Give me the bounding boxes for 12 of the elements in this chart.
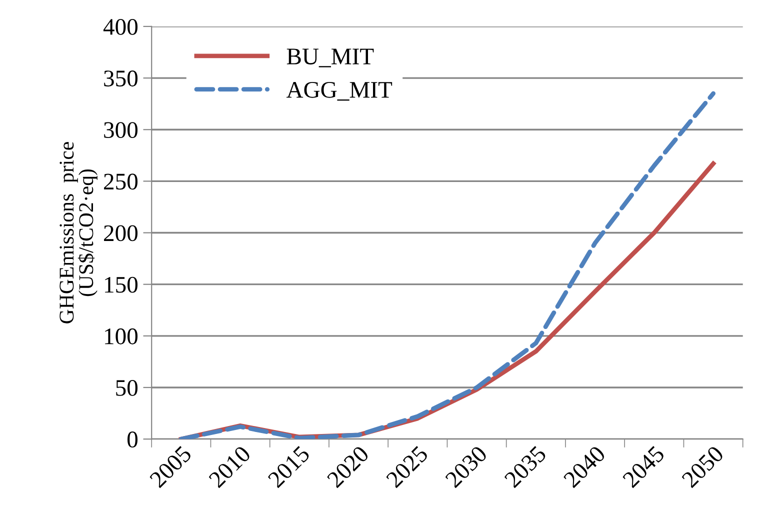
y-tick-label: 150 <box>105 276 138 293</box>
legend-label: BU_MIT <box>286 48 374 68</box>
y-tick-label: 0 <box>128 432 138 448</box>
y-axis-title: GHGEmissions price (US$/tCO2·eq) <box>60 142 98 324</box>
legend-label: AGG_MIT <box>286 82 392 101</box>
y-tick-label: 50 <box>116 380 138 396</box>
y-tick-label: 300 <box>104 122 138 138</box>
y-tick-label: 100 <box>105 328 138 344</box>
y-tick-label: 400 <box>103 18 138 35</box>
y-tick-label: 250 <box>104 174 138 190</box>
y-tick-label: 350 <box>104 70 138 86</box>
y-tick-label: 200 <box>104 225 138 242</box>
